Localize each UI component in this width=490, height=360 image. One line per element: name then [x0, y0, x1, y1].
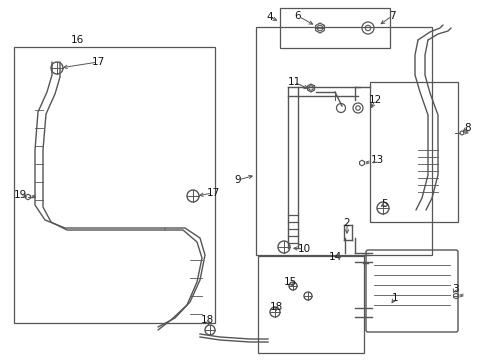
Bar	[14, 47, 215, 323]
Text: 1: 1	[392, 293, 398, 303]
Bar	[370, 82, 458, 222]
Text: 3: 3	[452, 284, 458, 294]
Text: 11: 11	[287, 77, 301, 87]
Text: 17: 17	[91, 57, 105, 67]
Text: 7: 7	[389, 11, 395, 21]
Text: 19: 19	[13, 190, 26, 200]
Text: 12: 12	[368, 95, 382, 105]
Text: 9: 9	[235, 175, 241, 185]
Text: 17: 17	[206, 188, 220, 198]
Text: 10: 10	[297, 244, 311, 254]
Bar	[256, 27, 432, 255]
Text: 4: 4	[267, 12, 273, 22]
Text: 6: 6	[294, 11, 301, 21]
Bar	[280, 8, 390, 48]
Text: 8: 8	[465, 123, 471, 133]
Text: 15: 15	[283, 277, 296, 287]
Text: 14: 14	[328, 252, 342, 262]
Text: 18: 18	[200, 315, 214, 325]
Bar	[258, 256, 364, 353]
Text: 18: 18	[270, 302, 283, 312]
Text: 16: 16	[71, 35, 84, 45]
Text: 13: 13	[370, 155, 384, 165]
Text: 5: 5	[382, 199, 388, 209]
Text: 2: 2	[343, 218, 350, 228]
